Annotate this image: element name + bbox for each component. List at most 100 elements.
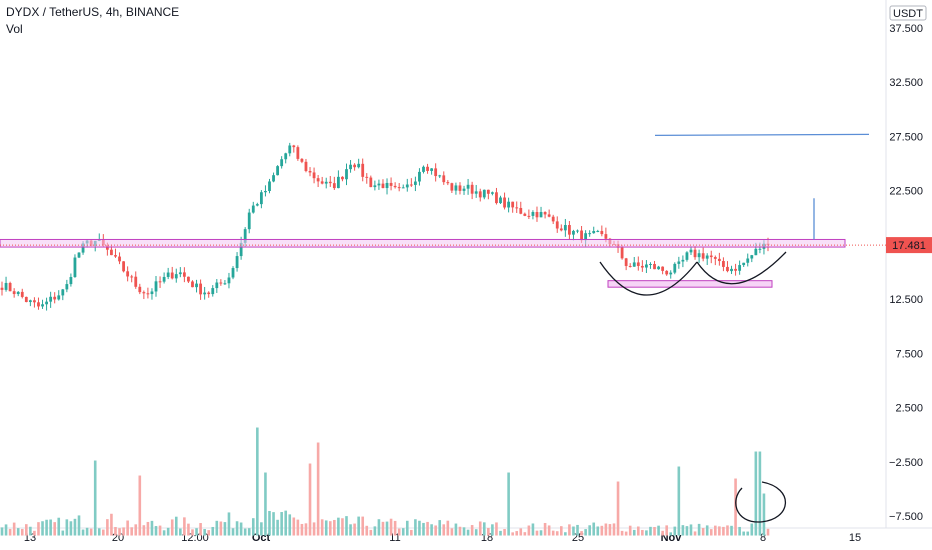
candle-body [69,277,73,285]
volume-bar [462,527,466,536]
volume-bar [758,451,762,536]
candle-body [158,281,162,283]
volume-bar [308,463,312,536]
volume-bar [418,520,421,536]
candle-body [470,184,474,194]
candle-body [758,248,762,250]
candle-body [430,168,434,171]
volume-bar [276,519,279,536]
candle-body [689,249,693,253]
candle-body [373,185,377,188]
volume-bar [126,520,129,536]
candle-body [8,282,12,292]
candle-body [701,253,705,259]
volume-bar [576,524,579,536]
y-tick-label: 32.500 [889,77,923,89]
volume-bar [12,522,16,536]
candle-body [730,268,733,272]
volume-bar [645,530,648,536]
volume-bar [260,522,263,536]
candle-body [28,300,32,303]
candle-body [4,282,8,290]
y-tick-label: −7.500 [889,511,923,523]
volume-bar [199,523,202,536]
currency-label: USDT [893,8,923,20]
candle-body [409,184,413,186]
volume-bar [191,529,194,536]
candle-body [604,234,608,239]
volume-bar [487,527,490,536]
candle-body [187,276,190,282]
volume-bar [324,520,328,536]
candle-body [649,263,652,265]
candle-body [645,264,648,268]
candle-body [231,268,235,278]
volume-bar [256,427,259,536]
volume-bar [491,524,494,536]
volume-bar [620,530,624,536]
volume-bar [150,520,154,536]
candle-body [312,172,316,179]
candle-body [474,191,478,194]
volume-bar [381,521,385,536]
candle-body [57,295,61,300]
candle-body [693,249,697,258]
candle-body [523,213,527,216]
volume-bar [632,529,636,536]
candle-body [713,257,717,259]
volume-bar [450,528,454,536]
candle-body [636,262,640,266]
candle-body [162,276,166,282]
candle-body [491,192,494,194]
candle-body [442,175,446,183]
volume-bar [223,522,227,536]
candle-body [227,277,231,284]
volume-bar [219,521,223,536]
volume-bar [551,530,555,536]
candle-body [223,283,227,285]
volume-bar [434,525,437,536]
candle-body [661,266,665,271]
candle-body [126,271,130,277]
volume-bar [300,523,304,536]
volume-bar [637,526,640,536]
volume-bar [235,521,239,536]
volume-bar [243,528,247,536]
volume-bar [584,529,587,536]
candle-body [207,292,211,295]
candle-body [596,230,600,232]
volume-bar [657,525,660,536]
y-tick-label: 27.500 [889,131,923,143]
volume-bar [211,526,215,536]
candle-body [349,164,352,170]
candle-body [539,212,543,218]
candle-body [114,255,117,257]
volume-bar [705,525,709,536]
candle-body [259,192,263,205]
volume-indicator-label[interactable]: Vol [6,22,23,36]
candle-body [166,272,170,277]
candle-body [499,197,502,204]
candle-body [211,288,215,295]
volume-bar [138,475,142,536]
candle-body [531,212,535,216]
volume-bar [280,512,283,536]
candle-body [673,263,677,273]
volume-bar [766,528,770,536]
candle-body [454,185,458,191]
volume-bar [377,519,381,536]
candle-body [174,274,178,279]
candle-body [413,181,417,185]
volume-bar [458,526,462,536]
candle-body [49,296,53,302]
volume-bar [628,525,632,536]
candle-body [632,262,636,267]
last-price-tag [886,237,932,254]
volume-bar [97,528,101,536]
candle-body [535,212,539,218]
volume-bar [239,522,243,536]
volume-bar [4,524,8,536]
volume-bar [665,525,668,536]
volume-bar [410,529,413,536]
